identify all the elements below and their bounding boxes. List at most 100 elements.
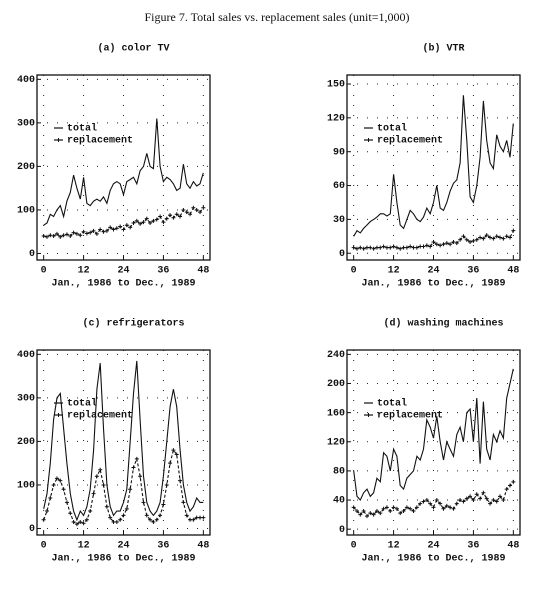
panel: (a) color TV Jan., 1986 to Dec., 1989 0 100… — [17, 43, 211, 290]
marker — [114, 519, 119, 524]
x-tick-label: 48 — [197, 541, 209, 552]
marker — [358, 245, 363, 250]
x-tick-label: 36 — [467, 266, 479, 277]
marker — [118, 224, 123, 229]
marker — [484, 233, 489, 238]
x-tick-label: 12 — [388, 541, 400, 552]
marker — [438, 501, 443, 506]
marker — [468, 494, 473, 499]
marker — [494, 499, 499, 504]
marker — [81, 521, 86, 526]
marker — [161, 220, 166, 225]
marker — [481, 236, 486, 241]
y-tick-label: 0 — [29, 524, 35, 535]
marker — [374, 508, 379, 513]
marker — [381, 506, 386, 511]
legend-label: total — [67, 123, 97, 135]
marker — [418, 501, 423, 506]
plot-frame — [346, 349, 521, 536]
marker — [91, 491, 96, 496]
x-axis-label: Jan., 1986 to Dec., 1989 — [361, 279, 505, 290]
marker — [158, 214, 163, 219]
x-tick-label: 48 — [507, 266, 519, 277]
marker — [488, 501, 493, 506]
marker — [508, 483, 513, 488]
marker — [168, 461, 173, 466]
marker — [158, 513, 163, 518]
marker — [424, 498, 429, 503]
marker — [114, 226, 119, 231]
y-tick-label: 150 — [327, 80, 345, 91]
marker — [488, 235, 493, 240]
legend-marker — [56, 138, 61, 142]
marker — [431, 505, 436, 510]
legend-label: replacement — [377, 410, 443, 422]
marker — [511, 228, 516, 233]
marker — [44, 509, 49, 514]
marker — [351, 245, 356, 250]
x-tick-label: 12 — [78, 266, 90, 277]
marker — [198, 210, 203, 215]
marker — [91, 228, 96, 233]
marker — [84, 231, 89, 236]
marker — [58, 478, 63, 483]
legend-label: total — [377, 123, 407, 135]
series-line — [353, 368, 514, 501]
panel: (d) washing machines Jan., 1986 to Dec., … — [327, 318, 521, 565]
marker — [448, 242, 453, 247]
y-tick-label: 120 — [327, 437, 345, 448]
marker — [101, 229, 106, 234]
marker — [434, 498, 439, 503]
y-tick-label: 120 — [327, 114, 345, 125]
marker — [141, 500, 146, 505]
series-line — [43, 118, 204, 226]
marker — [151, 519, 156, 524]
marker — [351, 505, 356, 510]
marker — [458, 498, 463, 503]
marker — [51, 482, 56, 487]
marker — [461, 499, 466, 504]
marker — [138, 474, 143, 479]
marker — [411, 508, 416, 513]
marker — [184, 513, 189, 518]
x-tick-label: 0 — [351, 266, 357, 277]
y-tick-label: 200 — [17, 162, 35, 173]
chart-title: (c) refrigerators — [82, 318, 184, 330]
marker — [188, 212, 193, 217]
marker — [154, 517, 159, 522]
y-tick-label: 40 — [333, 496, 345, 507]
marker — [451, 506, 456, 511]
figure-title: Figure 7. Total sales vs. replacement sa… — [145, 10, 410, 24]
marker — [194, 207, 199, 212]
marker — [161, 502, 166, 507]
marker — [421, 499, 426, 504]
marker — [398, 246, 403, 251]
marker — [464, 237, 469, 242]
x-tick-label: 36 — [157, 541, 169, 552]
marker — [464, 496, 469, 501]
marker — [174, 452, 179, 457]
x-tick-label: 48 — [197, 266, 209, 277]
marker — [388, 508, 393, 513]
marker — [84, 517, 89, 522]
marker — [88, 509, 93, 514]
series-line — [353, 95, 514, 237]
marker — [71, 519, 76, 524]
marker — [108, 225, 113, 230]
marker — [428, 501, 433, 506]
marker — [134, 218, 139, 223]
chart-title: (a) color TV — [97, 43, 169, 55]
marker — [54, 231, 59, 236]
marker — [414, 245, 419, 250]
marker — [61, 233, 66, 238]
x-tick-label: 24 — [427, 541, 439, 552]
marker — [474, 492, 479, 497]
y-tick-label: 160 — [327, 408, 345, 419]
marker — [148, 517, 153, 522]
marker — [471, 498, 476, 503]
x-tick-label: 0 — [41, 266, 47, 277]
marker — [461, 234, 466, 239]
marker — [504, 487, 509, 492]
marker — [428, 244, 433, 249]
marker — [414, 505, 419, 510]
